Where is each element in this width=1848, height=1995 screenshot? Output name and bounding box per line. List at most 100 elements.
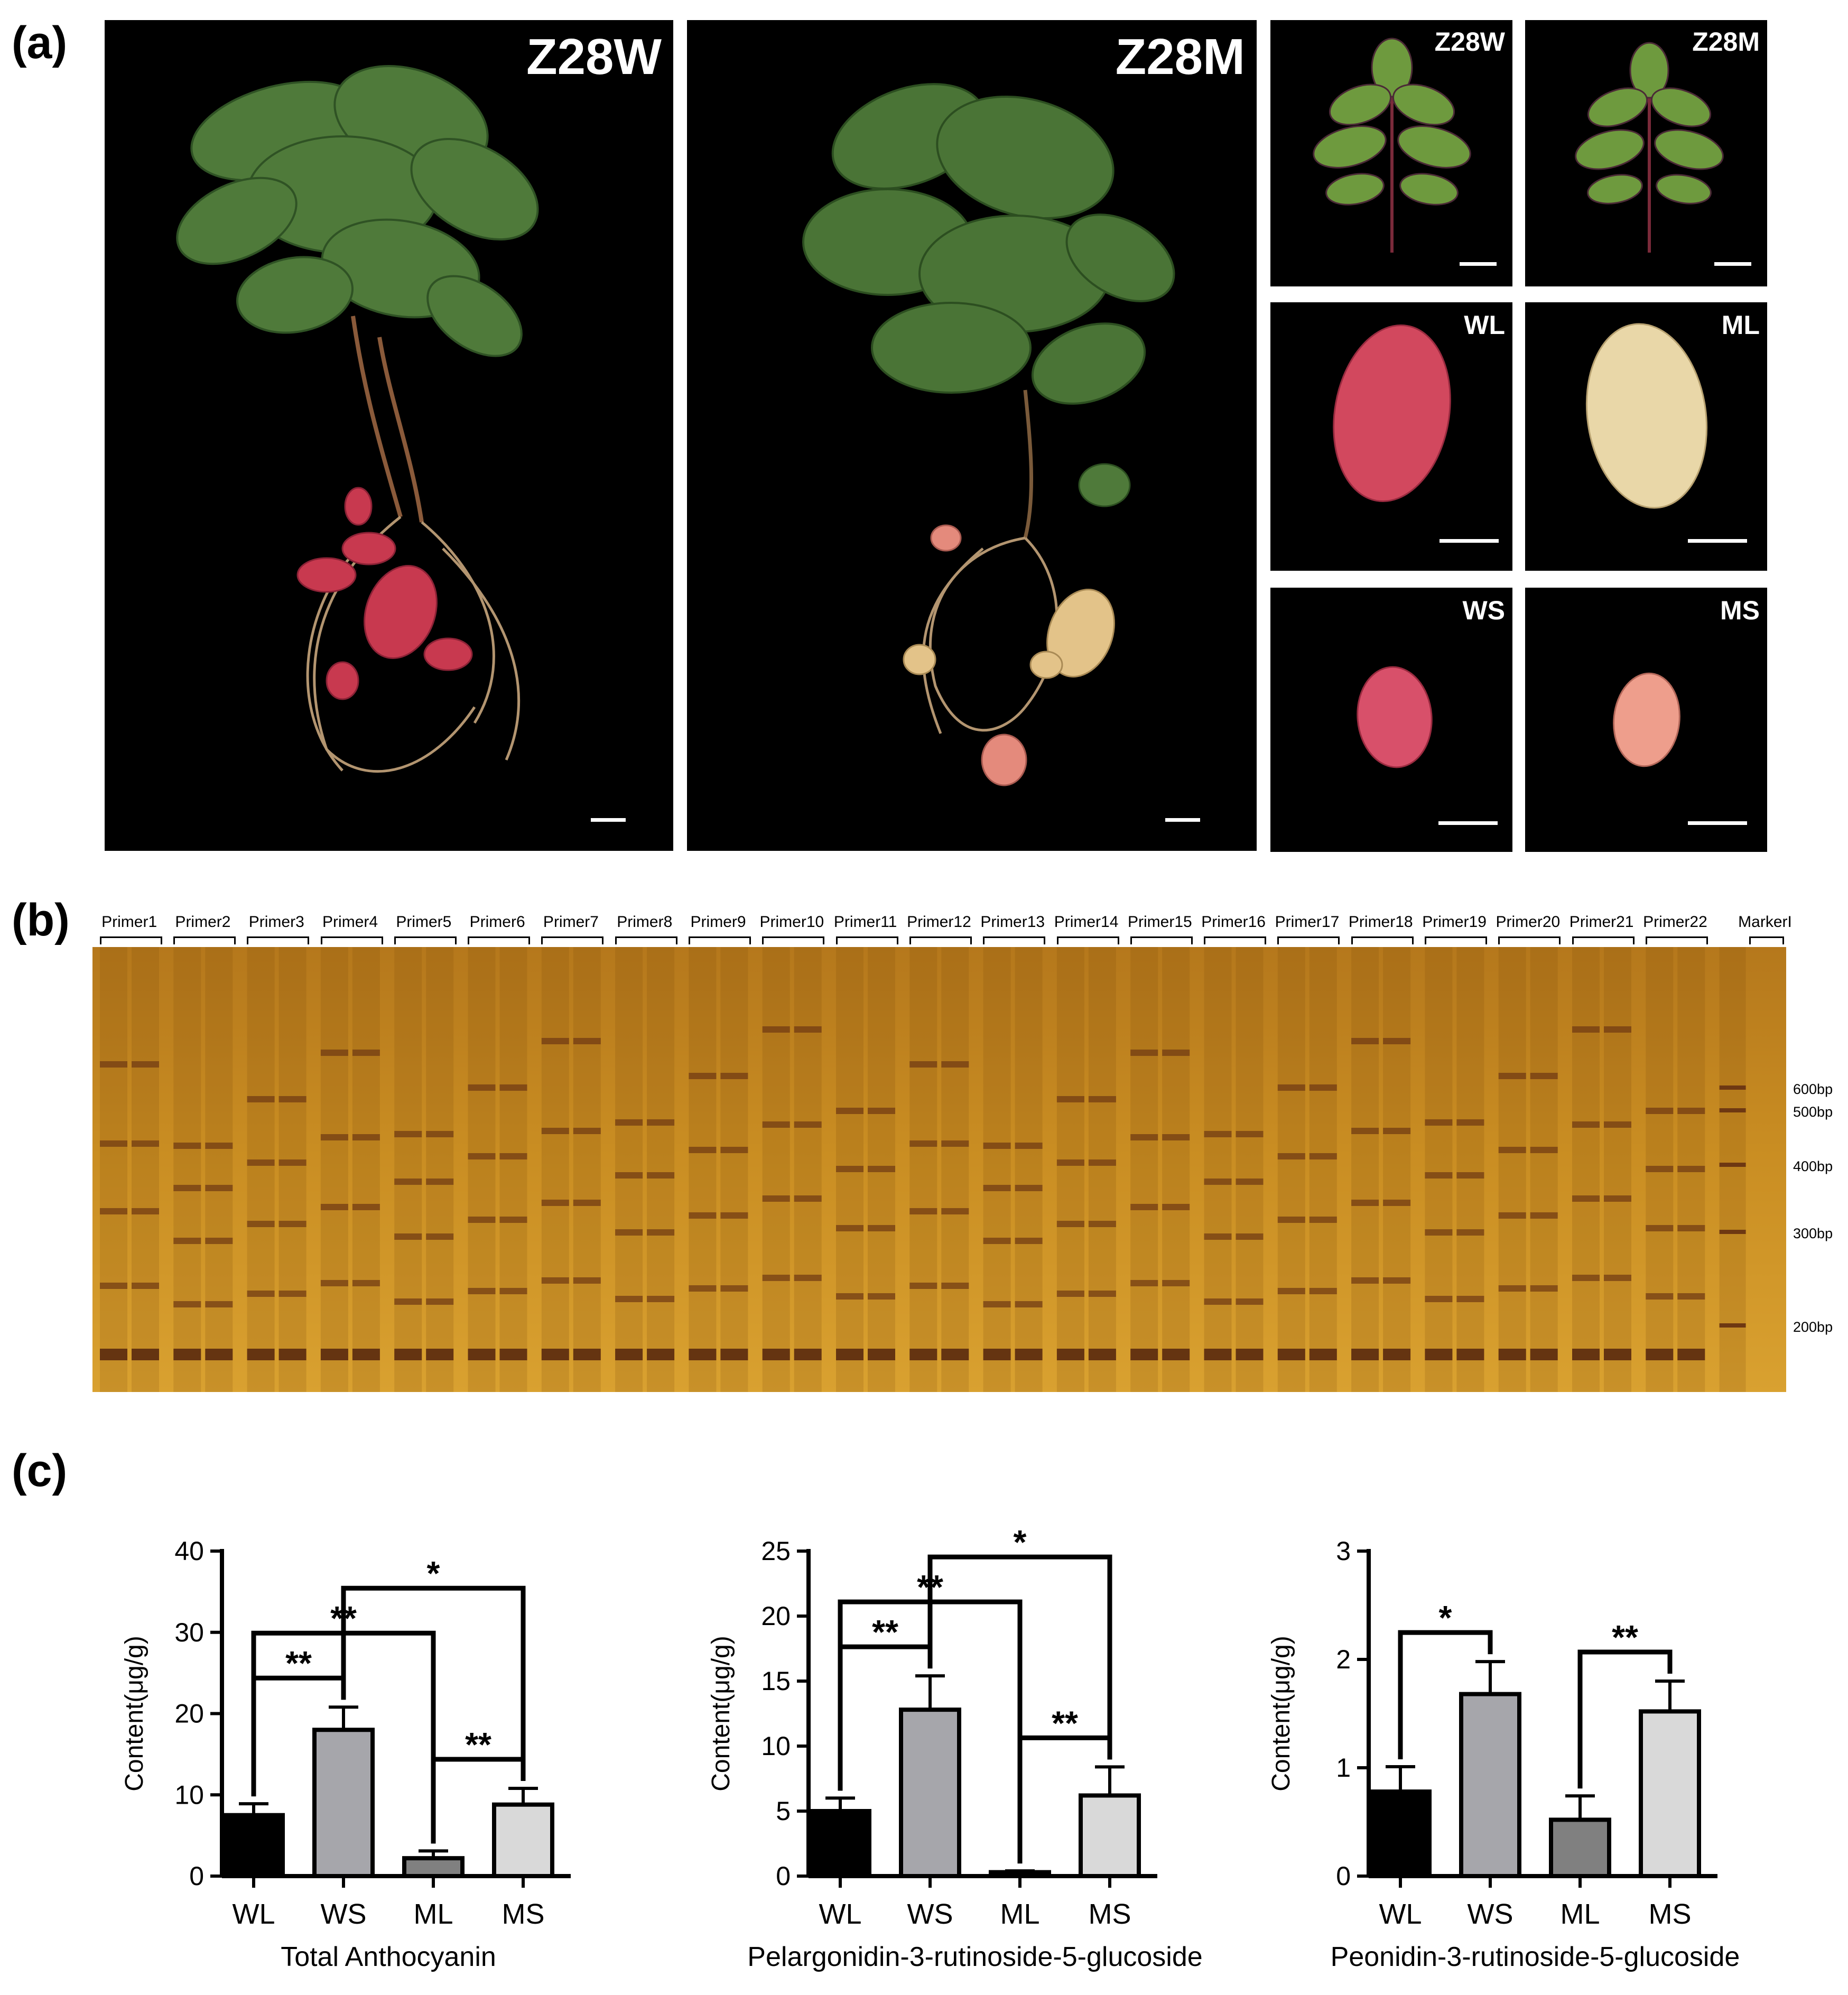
y-tick-label: 20 bbox=[761, 1601, 791, 1631]
photo-z28w-plant: Z28W bbox=[105, 20, 673, 851]
z28m-plant-illustration bbox=[802, 83, 1175, 786]
gel-lane bbox=[1572, 947, 1600, 1392]
photo-ms-tuber: MS bbox=[1525, 588, 1767, 852]
marker-size-label: 400bp bbox=[1793, 1158, 1833, 1174]
gel-lane bbox=[1309, 947, 1337, 1392]
gel-lane bbox=[1456, 947, 1484, 1392]
primer-bracket bbox=[762, 936, 825, 944]
gel-lane bbox=[615, 947, 643, 1392]
gel-lane bbox=[689, 947, 717, 1392]
primer-bracket bbox=[1498, 936, 1561, 944]
gel-lane bbox=[1015, 947, 1043, 1392]
gel-lane bbox=[426, 947, 454, 1392]
chart-title: Peonidin-3-rutinoside-5-glucoside bbox=[1331, 1942, 1740, 1972]
bar-ms bbox=[492, 1786, 554, 1888]
primer-label: Primer14 bbox=[1054, 913, 1119, 931]
gel-lane bbox=[941, 947, 969, 1392]
gel-lane bbox=[205, 947, 233, 1392]
z28w-leaf-illustration bbox=[1313, 38, 1471, 253]
ml-tuber-illustration bbox=[1585, 323, 1708, 509]
gel-lane bbox=[468, 947, 496, 1392]
photo-label-z28m-leaf: Z28M bbox=[1692, 27, 1760, 57]
primer-label: Primer1 bbox=[101, 913, 157, 931]
gel-lane bbox=[909, 947, 937, 1392]
chart-peonidin: 0 1 2 3 Content(μg/g) WL WS ML MS Peonidin-3-ruti… bbox=[1267, 1536, 1740, 1972]
gel-lane bbox=[1162, 947, 1190, 1392]
gel-lane bbox=[1677, 947, 1705, 1392]
y-tick-label: 10 bbox=[761, 1731, 791, 1761]
primer-bracket bbox=[615, 936, 677, 944]
y-tick-label: 20 bbox=[174, 1699, 204, 1729]
x-tick-label: MS bbox=[1089, 1898, 1131, 1930]
gel-lane bbox=[541, 947, 569, 1392]
gel-lanes bbox=[100, 947, 1746, 1392]
bar-ml bbox=[989, 1869, 1051, 1888]
x-tick-label: ML bbox=[1560, 1898, 1600, 1930]
gel-lane bbox=[1498, 947, 1526, 1392]
primer-label: Primer12 bbox=[907, 913, 971, 931]
panel-label-a: (a) bbox=[12, 17, 68, 68]
bar-ml bbox=[1549, 1794, 1611, 1888]
primer-bracket bbox=[1572, 936, 1635, 944]
gel-lane bbox=[132, 947, 159, 1392]
x-tick-label: WS bbox=[321, 1898, 367, 1930]
gel-lane bbox=[1604, 947, 1631, 1392]
primer-bracket bbox=[1056, 936, 1119, 944]
x-tick-label: ML bbox=[413, 1898, 453, 1930]
primer-bracket bbox=[1130, 936, 1193, 944]
x-tick-label: WS bbox=[1468, 1898, 1513, 1930]
y-axis-label: Content(μg/g) bbox=[707, 1636, 735, 1791]
primer-label: Primer11 bbox=[833, 913, 897, 931]
gel-lane bbox=[278, 947, 307, 1392]
x-tick-label: MS bbox=[502, 1898, 545, 1930]
y-tick-label: 15 bbox=[761, 1666, 791, 1696]
gel-lane bbox=[720, 947, 748, 1392]
primer-label: Primer7 bbox=[543, 913, 599, 931]
primer-label: Primer3 bbox=[248, 913, 304, 931]
significance-bracket: * bbox=[927, 1523, 1112, 1760]
primer-bracket bbox=[1277, 936, 1340, 944]
marker-size-label: 500bp bbox=[1793, 1104, 1833, 1120]
photo-ws-tuber: WS bbox=[1270, 588, 1512, 852]
bar-wl bbox=[809, 1796, 871, 1888]
chart-title: Total Anthocyanin bbox=[281, 1942, 496, 1972]
y-tick-label: 0 bbox=[776, 1861, 791, 1891]
bar-ws bbox=[1459, 1660, 1521, 1888]
z28w-plant-illustration bbox=[176, 65, 539, 773]
photo-label-z28w-leaf: Z28W bbox=[1434, 27, 1505, 57]
ws-tuber-illustration bbox=[1357, 666, 1433, 768]
primer-bracket bbox=[689, 936, 751, 944]
y-tick-label: 0 bbox=[1336, 1861, 1351, 1891]
gel-lane bbox=[868, 947, 895, 1392]
primer-label: Primer10 bbox=[759, 913, 824, 931]
gel-lane bbox=[762, 947, 790, 1392]
x-tick-label: WL bbox=[1379, 1898, 1422, 1930]
primer-bracket bbox=[173, 936, 236, 944]
gel-lane bbox=[1204, 947, 1232, 1392]
photo-label-ms: MS bbox=[1720, 596, 1760, 625]
significance-label: * bbox=[427, 1554, 440, 1592]
marker-size-label: 200bp bbox=[1793, 1319, 1833, 1335]
primer-label: Primer8 bbox=[617, 913, 673, 931]
scale-bar bbox=[1688, 539, 1747, 543]
y-tick-label: 25 bbox=[761, 1536, 791, 1566]
gel-lane bbox=[247, 947, 275, 1392]
gel-image bbox=[92, 947, 1786, 1392]
bar-ws bbox=[899, 1674, 961, 1888]
primer-label: Primer16 bbox=[1201, 913, 1266, 931]
significance-bracket: ** bbox=[1577, 1618, 1673, 1789]
gel-lane bbox=[983, 947, 1011, 1392]
gel-lane bbox=[836, 947, 863, 1392]
z28m-leaf-illustration bbox=[1575, 42, 1724, 253]
gel-lane bbox=[573, 947, 601, 1392]
photo-label-wl: WL bbox=[1464, 310, 1505, 340]
primer-label: Primer6 bbox=[469, 913, 525, 931]
y-axis-label: Content(μg/g) bbox=[1267, 1636, 1295, 1791]
ms-tuber-illustration bbox=[1613, 672, 1680, 767]
x-tick-label: WL bbox=[819, 1898, 862, 1930]
photo-label-ml: ML bbox=[1721, 310, 1760, 340]
gel-lane bbox=[394, 947, 422, 1392]
y-tick-label: 0 bbox=[189, 1861, 204, 1891]
photo-z28m-plant: Z28M bbox=[687, 20, 1257, 851]
